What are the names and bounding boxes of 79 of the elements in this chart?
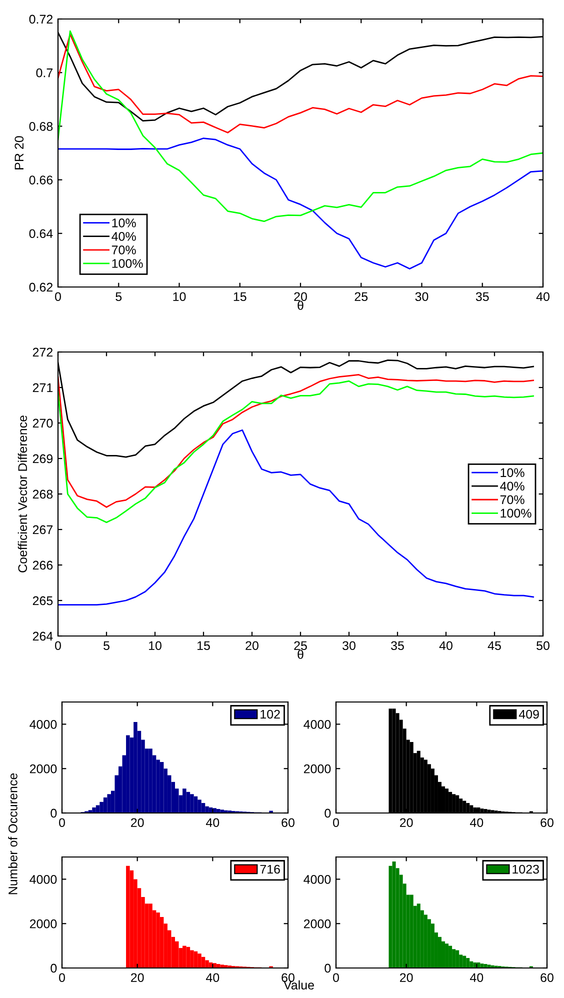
y-tick-label: 2000 bbox=[304, 919, 331, 928]
y-tick-label: 270 bbox=[32, 418, 53, 428]
y-tick-label: 0 bbox=[50, 964, 57, 973]
x-tick-label: 60 bbox=[282, 973, 294, 982]
y-tick-label: 272 bbox=[32, 348, 53, 357]
x-tick-label: 20 bbox=[400, 973, 413, 982]
y-tick-label: 267 bbox=[32, 525, 53, 534]
x-tick-label: 40 bbox=[536, 292, 550, 302]
x-axis-title: θ bbox=[298, 300, 304, 310]
y-axis-title: PR 20 bbox=[14, 136, 24, 170]
y-tick-label: 4000 bbox=[304, 875, 331, 884]
legend-label: 40% bbox=[112, 232, 136, 241]
y-tick-label: 4000 bbox=[30, 875, 57, 884]
x-tick-label: 50 bbox=[536, 641, 550, 650]
x-tick-label: 45 bbox=[488, 641, 501, 650]
x-tick-label: 20 bbox=[400, 818, 413, 828]
x-tick-label: 10 bbox=[149, 641, 162, 650]
x-tick-label: 25 bbox=[294, 641, 307, 650]
legend-label: 40% bbox=[500, 482, 524, 491]
x-tick-label: 25 bbox=[354, 292, 368, 302]
x-axis-title: Value bbox=[284, 980, 314, 990]
x-tick-label: 20 bbox=[131, 818, 144, 828]
x-tick-label: 0 bbox=[59, 973, 65, 982]
x-tick-label: 5 bbox=[104, 641, 110, 650]
legend-label: 10% bbox=[500, 468, 524, 478]
x-tick-label: 40 bbox=[206, 818, 220, 828]
x-tick-label: 35 bbox=[476, 292, 489, 302]
y-tick-label: 0.64 bbox=[29, 229, 53, 238]
y-tick-label: 264 bbox=[32, 632, 53, 641]
legend-label: 1023 bbox=[512, 864, 539, 874]
x-tick-label: 20 bbox=[246, 641, 258, 650]
x-tick-label: 20 bbox=[294, 292, 307, 302]
x-tick-label: 40 bbox=[470, 818, 484, 828]
x-tick-label: 60 bbox=[282, 818, 294, 828]
y-tick-label: 0.68 bbox=[29, 122, 53, 131]
y-tick-label: 0.7 bbox=[36, 68, 53, 78]
x-axis-title: θ bbox=[298, 650, 304, 659]
y-axis-title: Number of Occurence bbox=[8, 773, 18, 894]
x-tick-label: 60 bbox=[540, 973, 554, 982]
y-tick-label: 268 bbox=[32, 490, 53, 499]
legend-label: 716 bbox=[260, 864, 280, 874]
x-tick-label: 40 bbox=[439, 641, 452, 650]
y-tick-label: 0 bbox=[50, 808, 57, 818]
x-tick-label: 40 bbox=[206, 973, 220, 982]
x-tick-label: 20 bbox=[131, 973, 144, 982]
legend-label: 100% bbox=[112, 259, 143, 268]
legend-label: 100% bbox=[500, 508, 532, 518]
x-tick-label: 0 bbox=[333, 818, 339, 828]
y-tick-label: 269 bbox=[32, 454, 53, 464]
y-tick-label: 2000 bbox=[30, 764, 57, 774]
y-tick-label: 0 bbox=[324, 964, 331, 973]
y-tick-label: 0.72 bbox=[29, 14, 53, 24]
y-tick-label: 4000 bbox=[30, 720, 57, 729]
y-tick-label: 2000 bbox=[304, 764, 331, 774]
y-tick-label: 2000 bbox=[30, 919, 57, 928]
y-axis-title: Coefficient Vector Difference bbox=[18, 416, 28, 572]
x-tick-label: 5 bbox=[116, 292, 122, 302]
y-tick-label: 0 bbox=[324, 808, 331, 818]
legend-label: 10% bbox=[112, 218, 136, 228]
x-tick-label: 35 bbox=[391, 641, 404, 650]
y-tick-label: 265 bbox=[32, 596, 53, 606]
y-tick-label: 0.62 bbox=[29, 282, 53, 292]
y-tick-label: 266 bbox=[32, 560, 53, 570]
x-tick-label: 40 bbox=[470, 973, 484, 982]
y-tick-label: 271 bbox=[32, 383, 53, 392]
y-tick-label: 4000 bbox=[304, 720, 331, 729]
x-tick-label: 30 bbox=[415, 292, 428, 302]
x-tick-label: 15 bbox=[234, 292, 246, 302]
legend-label: 70% bbox=[500, 495, 524, 504]
x-tick-label: 0 bbox=[333, 973, 339, 982]
legend-label: 102 bbox=[260, 710, 280, 719]
x-tick-label: 60 bbox=[540, 818, 554, 828]
x-tick-label: 0 bbox=[59, 818, 65, 828]
x-tick-label: 15 bbox=[198, 641, 210, 650]
y-tick-label: 0.66 bbox=[29, 176, 53, 184]
legend-label: 409 bbox=[518, 710, 539, 719]
x-tick-label: 10 bbox=[173, 292, 186, 302]
x-tick-label: 30 bbox=[342, 641, 356, 650]
legend-label: 70% bbox=[112, 246, 136, 254]
